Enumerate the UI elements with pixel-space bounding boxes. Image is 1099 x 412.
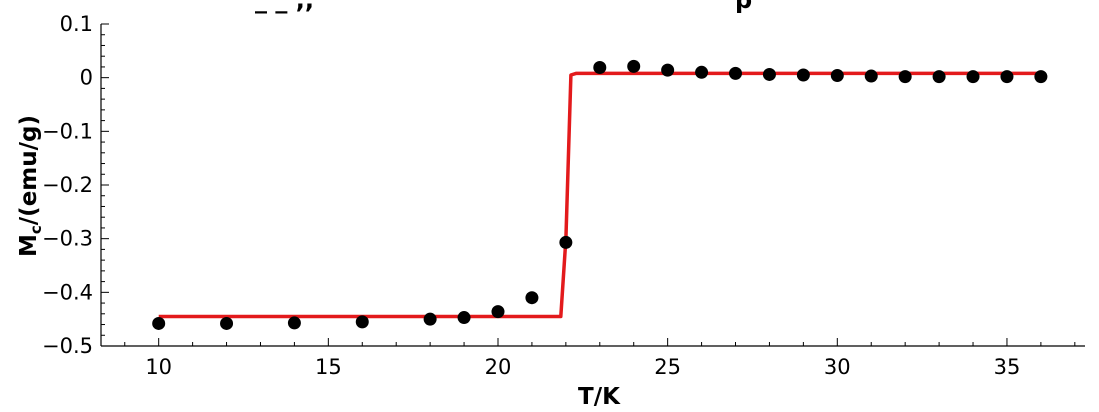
y-label-main: M (16, 234, 42, 257)
data-points-series (152, 59, 1048, 330)
data-point (661, 63, 675, 77)
y-tick-label: 0.1 (60, 12, 93, 36)
data-point (627, 59, 641, 73)
data-point (932, 70, 946, 84)
y-tick-label: 0 (80, 66, 93, 90)
data-point (864, 69, 878, 83)
data-point (1034, 70, 1048, 84)
fit-line-series (158, 71, 1041, 319)
data-point (152, 316, 166, 330)
x-tick-label: 35 (994, 355, 1021, 379)
y-tick-label: −0.4 (42, 280, 93, 304)
x-tick-label: 10 (145, 355, 172, 379)
x-tick-label: 30 (824, 355, 851, 379)
x-axis-label: T/K (578, 384, 621, 410)
y-axis-ticks: −0.5 −0.4 −0.3 −0.2 −0.1 0 0.1 (42, 12, 109, 358)
data-point (491, 305, 505, 319)
y-label-rest: /(emu/g) (16, 115, 42, 225)
chart-title: _ _ ,, p (255, 0, 752, 14)
y-tick-label: −0.5 (42, 334, 93, 358)
data-point (1000, 70, 1014, 84)
data-point (729, 66, 743, 80)
data-point (559, 235, 573, 249)
x-tick-label: 25 (654, 355, 681, 379)
title-fragment-2: p (735, 0, 752, 14)
data-point (796, 68, 810, 82)
data-point (695, 65, 709, 79)
data-point (355, 315, 369, 329)
svg-text:Mc/(emu/g): Mc/(emu/g) (16, 115, 45, 257)
fit-line (158, 71, 1041, 319)
y-tick-label: −0.1 (42, 119, 93, 143)
data-point (457, 311, 471, 325)
title-fragment-1: _ _ ,, (255, 0, 314, 14)
y-axis-label: Mc/(emu/g) (16, 115, 45, 257)
x-tick-label: 15 (315, 355, 342, 379)
y-tick-label: −0.3 (42, 227, 93, 251)
y-tick-label: −0.2 (42, 173, 93, 197)
data-point (762, 67, 776, 81)
data-point (525, 291, 539, 305)
data-point (220, 316, 234, 330)
data-point (830, 69, 844, 83)
y-label-subscript: c (27, 225, 45, 234)
data-point (423, 312, 437, 326)
data-point (287, 316, 301, 330)
data-point (898, 70, 912, 84)
x-axis-ticks: 10 15 20 25 30 35 (124, 338, 1076, 379)
data-point (966, 70, 980, 84)
data-point (593, 60, 607, 74)
x-tick-label: 20 (485, 355, 512, 379)
